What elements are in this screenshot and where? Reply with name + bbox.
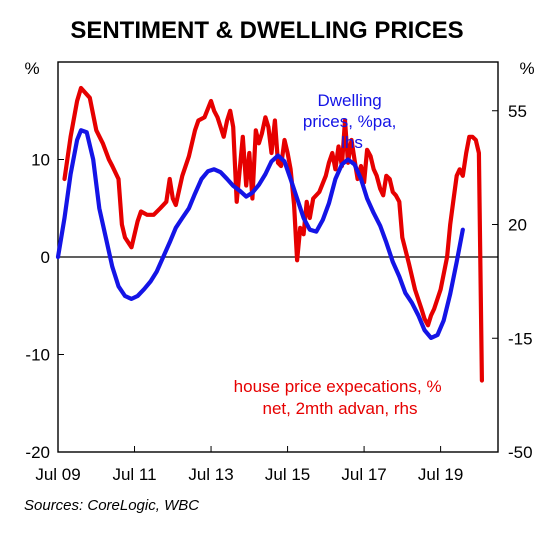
right-tick-label: -50	[508, 443, 533, 462]
series-lines	[55, 85, 484, 383]
x-tick-label: Jul 17	[341, 465, 386, 484]
dwelling-label-line: prices, %pa,	[303, 112, 397, 131]
left-tick-label: 10	[31, 151, 50, 170]
expectations-label-line: house price expecations, %	[234, 377, 442, 396]
x-tick-label: Jul 09	[35, 465, 80, 484]
right-axis-unit: %	[519, 59, 534, 78]
left-axis-unit: %	[24, 59, 39, 78]
x-tick-label: Jul 13	[188, 465, 233, 484]
chart-title: SENTIMENT & DWELLING PRICES	[70, 17, 463, 44]
x-tick-label: Jul 11	[112, 465, 156, 484]
dwelling-label-line: lhs	[341, 133, 363, 152]
dwelling-label-line: Dwelling	[318, 91, 382, 110]
left-tick-label: 0	[41, 248, 50, 267]
house-price-expectations-line	[62, 85, 484, 383]
expectations-series-label: house price expecations, % net, 2mth adv…	[234, 377, 447, 418]
x-tick-label: Jul 15	[265, 465, 310, 484]
axis-ticks: Jul 09 Jul 11 Jul 13 Jul 15 Jul 17 Jul 19 10 0 -…	[25, 102, 532, 484]
expectations-label-line: net, 2mth advan, rhs	[263, 399, 418, 418]
dwelling-series-label: Dwelling prices, %pa, lhs	[303, 91, 401, 152]
left-tick-label: -20	[25, 443, 50, 462]
right-tick-label: 55	[508, 102, 527, 121]
right-tick-label: -15	[508, 329, 533, 348]
x-tick-label: Jul 19	[418, 465, 463, 484]
dwelling-prices-line	[55, 128, 465, 340]
source-note: Sources: CoreLogic, WBC	[24, 497, 199, 514]
right-tick-label: 20	[508, 216, 527, 235]
left-tick-label: -10	[25, 346, 50, 365]
